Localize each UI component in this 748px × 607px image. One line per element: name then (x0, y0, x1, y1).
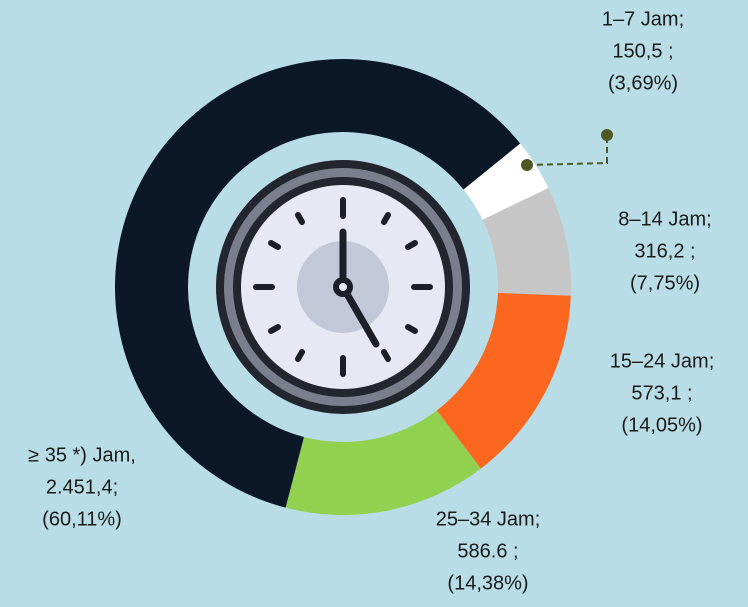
category-label: ≥ 35 *) Jam, (28, 444, 136, 466)
value-label: 586.6 ; (457, 540, 518, 562)
percentage-label: (14,05%) (621, 414, 702, 436)
value-label: 150,5 ; (612, 40, 673, 62)
value-label: 2.451,4; (46, 476, 118, 498)
value-label: 573,1 ; (631, 382, 692, 404)
value-label: 316,2 ; (634, 240, 695, 262)
slice (482, 188, 572, 296)
category-label: 1–7 Jam; (602, 8, 684, 30)
labels: 1–7 Jam; 150,5 ; (3,69%) 8–14 Jam; 316,2 ; (7… (28, 8, 714, 594)
percentage-label: (3,69%) (608, 72, 678, 94)
slice (114, 58, 521, 508)
leader-line (521, 129, 613, 171)
percentage-label: (60,11%) (42, 508, 122, 530)
slice (436, 292, 571, 469)
category-label: 8–14 Jam; (618, 208, 711, 230)
category-label: 25–34 Jam; (436, 508, 541, 530)
donut (114, 58, 572, 515)
category-label: 15–24 Jam; (610, 350, 715, 372)
clock (216, 160, 470, 414)
percentage-label: (7,75%) (630, 272, 700, 294)
slice (285, 410, 481, 515)
percentage-label: (14,38%) (447, 572, 528, 594)
